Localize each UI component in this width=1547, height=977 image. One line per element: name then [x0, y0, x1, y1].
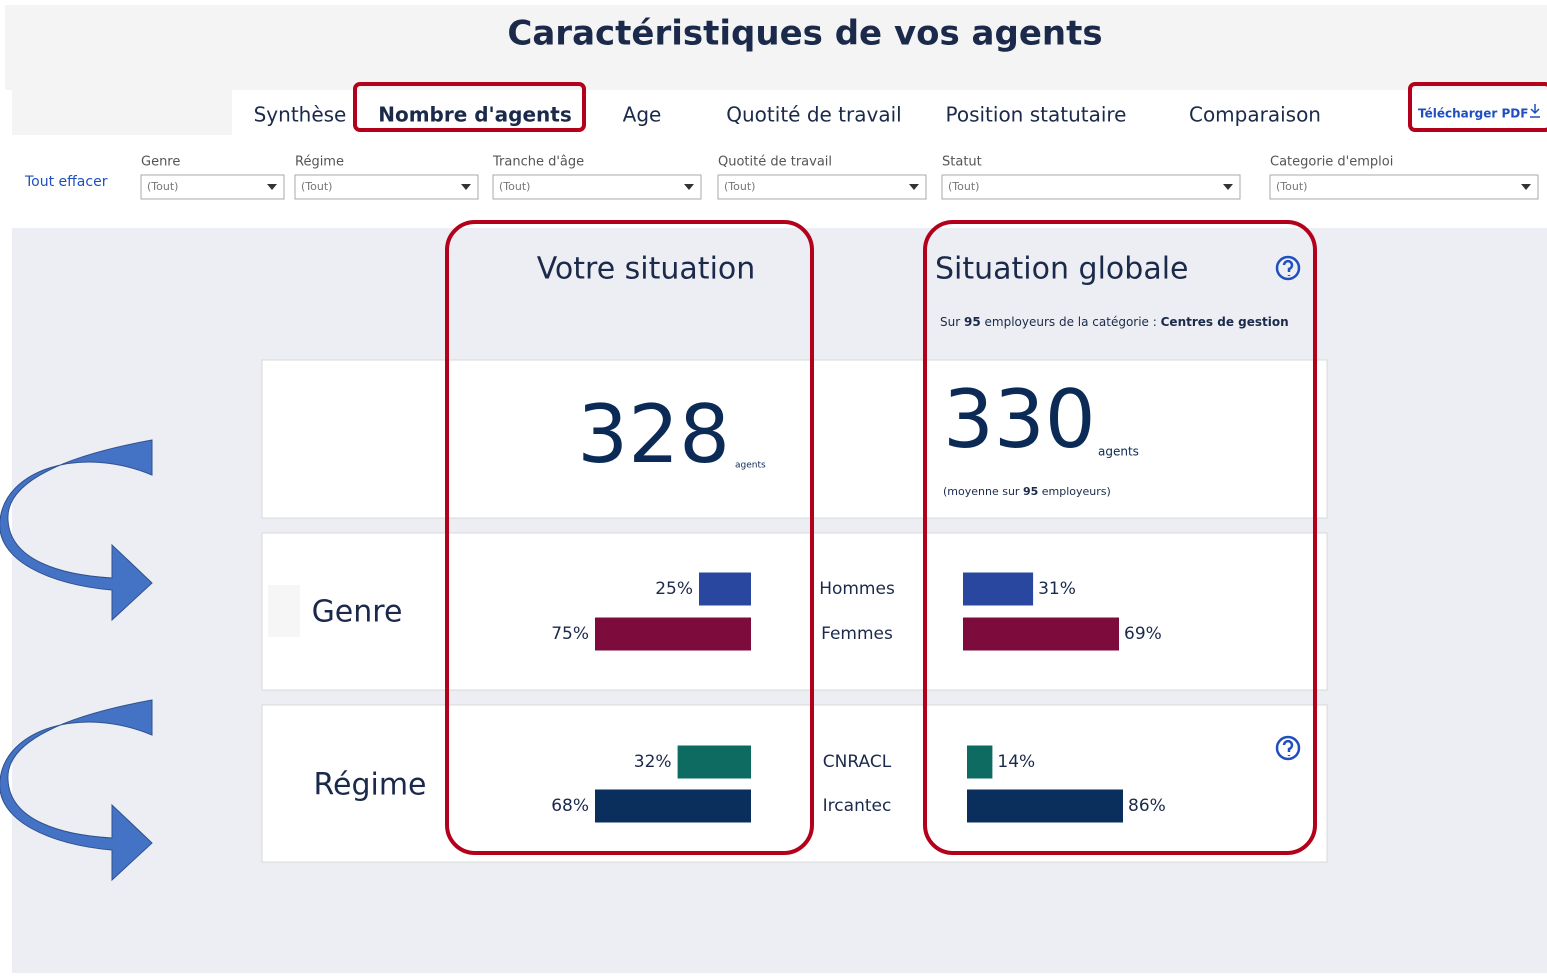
curved-arrow	[0, 439, 153, 622]
note-part: Centres de gestion	[1161, 315, 1289, 329]
clear-filters[interactable]: Tout effacer	[24, 174, 108, 190]
help-icon[interactable]	[1275, 735, 1301, 761]
dropdown-value: (Tout)	[147, 180, 178, 193]
tab[interactable]: Position statutaire	[945, 103, 1126, 127]
dropdown-value: (Tout)	[499, 180, 530, 193]
dropdown-arrow	[1521, 184, 1531, 190]
count-unit: agents	[1098, 445, 1139, 459]
bar-label: 69%	[1124, 624, 1162, 644]
header-band	[5, 5, 1547, 90]
note-part: 95	[1023, 485, 1038, 498]
section-label: Genre	[312, 595, 403, 630]
bar	[963, 617, 1119, 651]
dropdown-value: (Tout)	[724, 180, 755, 193]
average-note: (moyenne sur 95 employeurs)	[943, 485, 1111, 498]
dropdown-arrow	[1223, 184, 1233, 190]
dropdown[interactable]	[1269, 174, 1539, 200]
placeholder	[268, 585, 300, 637]
dropdown-value: (Tout)	[301, 180, 332, 193]
dropdown-value: (Tout)	[1276, 180, 1307, 193]
bar-label: 75%	[551, 624, 589, 644]
section-title: Votre situation	[537, 252, 756, 287]
category-label: CNRACL	[823, 752, 892, 772]
bar	[595, 789, 751, 823]
bar	[677, 745, 751, 779]
bar	[699, 572, 751, 606]
tab[interactable]: Nombre d'agents	[378, 103, 572, 127]
tab[interactable]: Age	[623, 103, 662, 127]
page-title: Caractéristiques de vos agents	[507, 14, 1102, 54]
count: 328	[577, 388, 730, 481]
curved-arrow	[0, 699, 153, 882]
dropdown[interactable]	[941, 174, 1241, 200]
note-part: 95	[964, 315, 981, 329]
note-part: employeurs)	[1042, 485, 1111, 498]
note-part: (moyenne sur	[943, 485, 1020, 498]
bar	[967, 789, 1123, 823]
note-part: Sur	[940, 315, 960, 329]
highlight-box	[1408, 82, 1547, 132]
dropdown-arrow	[267, 184, 277, 190]
dropdown[interactable]	[492, 174, 702, 200]
download-link[interactable]: Télécharger PDF	[1418, 107, 1528, 121]
category-label: Ircantec	[823, 796, 892, 816]
bar-label: 32%	[634, 752, 672, 772]
card	[261, 359, 1328, 519]
filter-label: Quotité de travail	[718, 155, 832, 170]
category-label: Femmes	[821, 624, 893, 644]
tab[interactable]: Quotité de travail	[726, 103, 901, 127]
dropdown[interactable]	[294, 174, 479, 200]
dropdown-arrow	[684, 184, 694, 190]
bar-label: 25%	[655, 579, 693, 599]
bar-label: 86%	[1128, 796, 1166, 816]
help-icon[interactable]	[1275, 255, 1301, 281]
bar	[595, 617, 751, 651]
section-label: Régime	[313, 768, 426, 803]
download-icon	[1530, 104, 1540, 118]
bar-label: 14%	[997, 752, 1035, 772]
dropdown-arrow	[909, 184, 919, 190]
count-unit: agents	[735, 461, 766, 471]
highlight-box	[923, 220, 1317, 855]
tab-area	[232, 90, 1360, 135]
dropdown-arrow	[461, 184, 471, 190]
section-title: Situation globale	[935, 252, 1189, 287]
count: 330	[943, 373, 1096, 466]
card	[261, 704, 1328, 863]
highlight-box	[353, 82, 586, 132]
note: Sur 95 employeurs de la catégorie : Cent…	[940, 315, 1289, 329]
tab[interactable]: Comparaison	[1189, 103, 1321, 127]
dropdown[interactable]	[717, 174, 927, 200]
bar	[967, 745, 993, 779]
tab[interactable]: Synthèse	[254, 103, 347, 127]
highlight-box	[445, 220, 814, 855]
dropdown-value: (Tout)	[948, 180, 979, 193]
card	[261, 532, 1328, 691]
filter-label: Categorie d'emploi	[1270, 155, 1393, 170]
bar	[963, 572, 1034, 606]
note-part: employeurs de la catégorie :	[985, 315, 1157, 329]
filter-label: Statut	[942, 155, 982, 170]
bar-label: 68%	[551, 796, 589, 816]
category-label: Hommes	[819, 579, 895, 599]
filter-label: Genre	[141, 155, 180, 170]
bar-label: 31%	[1038, 579, 1076, 599]
filter-label: Tranche d'âge	[492, 155, 584, 170]
dropdown[interactable]	[140, 174, 285, 200]
filter-label: Régime	[295, 155, 344, 170]
